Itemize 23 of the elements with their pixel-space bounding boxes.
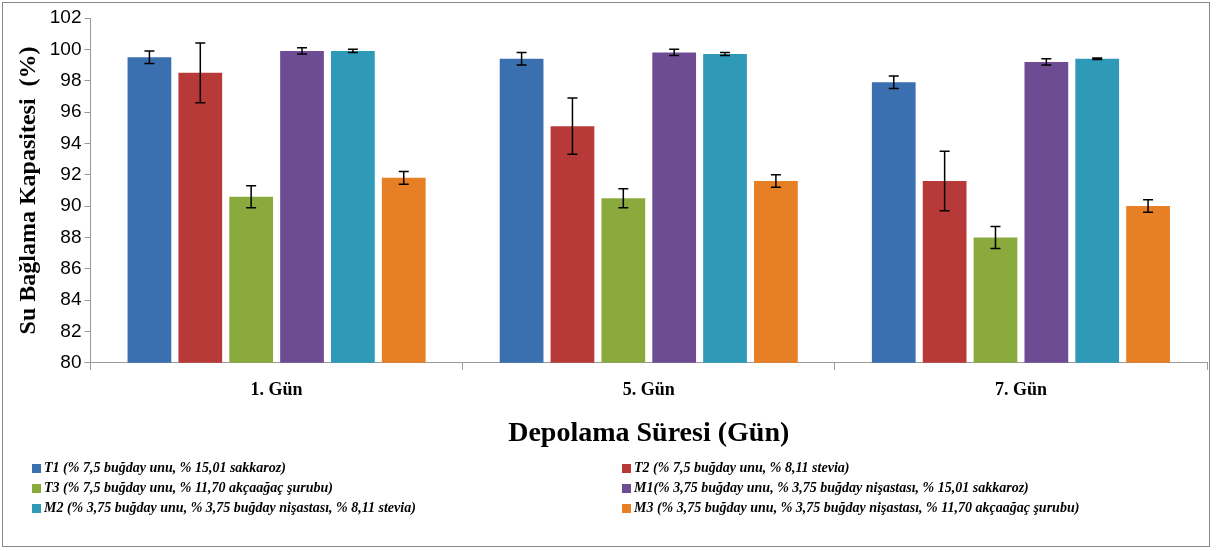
y-tick-label: 86 <box>60 257 82 278</box>
x-tick-label: 5. Gün <box>622 379 675 400</box>
x-axis-title: Depolama Süresi (Gün) <box>508 416 790 448</box>
y-tick-label: 80 <box>60 351 82 373</box>
x-tick-label: 7. Gün <box>994 379 1047 400</box>
legend-label: M3 (% 3,75 buğday unu, % 3,75 buğday nişastası, % 11,70 akçaağaç şurubu) <box>634 500 1080 516</box>
y-tick-label: 100 <box>49 37 82 59</box>
y-tick-label: 92 <box>60 162 82 184</box>
legend-label: T3 (% 7,5 buğday unu, % 11,70 akçaağaç şurubu) <box>44 480 333 496</box>
legend-label: T1 (% 7,5 buğday unu, % 15,01 sakkaroz) <box>44 460 286 476</box>
y-axis-title: Su Bağlama Kapasitesi (%) <box>13 46 40 335</box>
legend-label: M2 (% 3,75 buğday unu, % 3,75 buğday nişastası, % 8,11 stevia) <box>44 500 416 516</box>
y-tick-label: 102 <box>49 6 82 28</box>
y-tick-label: 88 <box>60 225 82 247</box>
x-tick-label: 1. Gün <box>250 379 303 400</box>
y-tick-label: 96 <box>60 100 82 122</box>
legend-label: M1(% 3,75 buğday unu, % 3,75 buğday nişastası, % 15,01 sakkaroz) <box>634 480 1029 496</box>
y-tick-label: 82 <box>60 319 82 341</box>
y-tick-label: 84 <box>60 288 82 310</box>
y-tick-label: 90 <box>60 194 82 216</box>
y-tick-label: 94 <box>60 131 82 153</box>
legend-label: T2 (% 7,5 buğday unu, % 8,11 stevia) <box>634 460 850 476</box>
y-tick-label: 98 <box>60 68 82 90</box>
